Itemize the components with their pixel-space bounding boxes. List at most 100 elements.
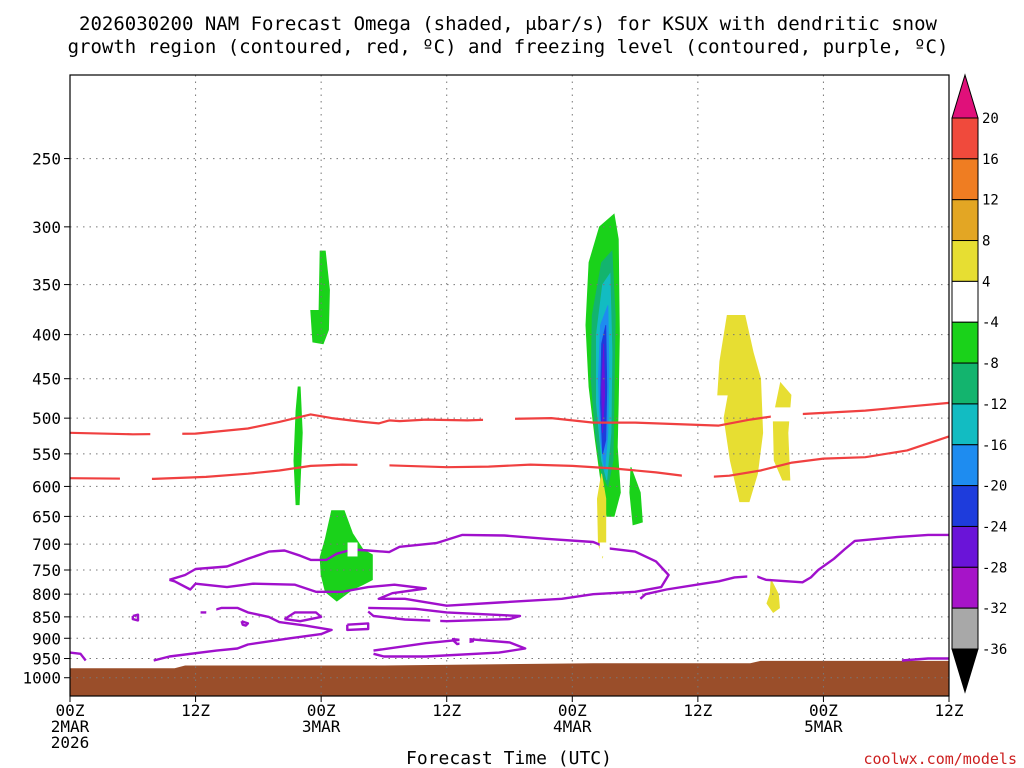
colorbar-band-13 xyxy=(951,607,979,650)
freezing-label-bg-3 xyxy=(190,606,201,621)
omega-shading-layer xyxy=(293,213,792,613)
freezing-contour-3 xyxy=(283,611,323,623)
y-tick-label-300: 300 xyxy=(32,218,61,237)
colorbar-band-4 xyxy=(951,240,979,282)
y-tick-label-900: 900 xyxy=(32,629,61,648)
colorbar-band-12 xyxy=(951,566,979,609)
omega-region-yellow-5mar-right xyxy=(772,381,792,481)
freezing-contour-11 xyxy=(901,657,949,662)
colorbar-bottom-arrow xyxy=(951,648,979,694)
colorbar-label-10: -24 xyxy=(982,519,1007,535)
colorbar-label-12: -32 xyxy=(982,601,1007,617)
x-tick-label-0-2: 2026 xyxy=(51,733,90,752)
omega-region-green-4mar-small xyxy=(629,467,643,526)
colorbar-label-6: -8 xyxy=(982,356,999,372)
y-tick-label-950: 950 xyxy=(32,650,61,669)
dgz-label-bg-1-2 xyxy=(681,471,714,486)
credit-link[interactable]: coolwx.com/models xyxy=(863,750,1017,768)
freezing-label-bg-0 xyxy=(347,542,358,557)
colorbar-band-3 xyxy=(951,199,979,242)
omega-region-yellow-5mar-small xyxy=(766,578,780,613)
freezing-contour-6 xyxy=(240,620,250,627)
omega-region-yellow-4mar-small xyxy=(596,473,607,559)
plot-background xyxy=(70,75,949,696)
y-tick-label-350: 350 xyxy=(32,276,61,295)
x-tick-label-6-0: 00Z xyxy=(809,701,838,720)
x-tick-label-7-0: 12Z xyxy=(935,701,964,720)
colorbar-label-1: 16 xyxy=(982,152,999,168)
omega-region-violet-4mar xyxy=(601,343,606,433)
y-tick-label-550: 550 xyxy=(32,445,61,464)
y-axis: 250 300 350 400 450 500 550 600 650 700 750 800 850 9… xyxy=(22,150,70,688)
dgz-label-bg-1-0 xyxy=(119,471,152,486)
colorbar-band-9 xyxy=(951,444,979,487)
freezing-contour-1 xyxy=(153,606,333,662)
chart-title-line-2: growth region (contoured, red, ºC) and f… xyxy=(68,36,949,58)
y-tick-label-1000: 1000 xyxy=(22,669,61,688)
freezing-label-bg-2 xyxy=(747,572,758,587)
y-tick-label-850: 850 xyxy=(32,608,61,627)
terrain-fill xyxy=(70,660,949,696)
freezing-contour-8 xyxy=(367,606,522,623)
y-tick-label-800: 800 xyxy=(32,585,61,604)
colorbar-band-6 xyxy=(951,321,979,364)
dgz-label-bg-1-1 xyxy=(357,458,390,473)
freezing-contour-7 xyxy=(346,622,370,632)
colorbar-label-0: 20 xyxy=(982,111,999,127)
y-tick-label-400: 400 xyxy=(32,326,61,345)
chart-title-line-1: 2026030200 NAM Forecast Omega (shaded, μ… xyxy=(79,13,937,35)
omega-region-green-3mar-upper xyxy=(310,250,330,345)
colorbar-label-13: -36 xyxy=(982,642,1007,658)
x-tick-label-5-0: 12Z xyxy=(683,701,712,720)
colorbar-label-2: 12 xyxy=(982,193,999,209)
x-tick-label-0-1: 2MAR xyxy=(51,717,90,736)
dgz-label-bg-0-1 xyxy=(483,412,516,427)
freezing-label-bg-6 xyxy=(459,631,470,646)
plot-frame xyxy=(69,74,950,697)
colorbar: 20 16 12 8 4 -4 -8 -12 -16 -20 -24 -28 -32 -36 xyxy=(951,73,1007,694)
colorbar-label-5: -4 xyxy=(982,315,999,331)
x-tick-label-4-0: 00Z xyxy=(558,701,587,720)
dgz-contour--12 xyxy=(69,435,950,480)
y-tick-label-600: 600 xyxy=(32,477,61,496)
y-tick-label-450: 450 xyxy=(32,370,61,389)
y-tick-label-650: 650 xyxy=(32,507,61,526)
freezing-contour-0 xyxy=(169,533,670,607)
contour-label-layer xyxy=(119,407,803,646)
colorbar-top-arrow xyxy=(951,73,979,119)
colorbar-band-5 xyxy=(951,280,979,323)
colorbar-band-11 xyxy=(951,525,979,568)
colorbar-label-3: 8 xyxy=(982,234,990,250)
dgz-label-bg-0-0 xyxy=(150,427,183,442)
freezing-label-bg-5 xyxy=(430,612,441,627)
y-tick-label-250: 250 xyxy=(32,150,61,169)
freezing-contour-2 xyxy=(639,533,949,600)
dgz-label-bg-0-2 xyxy=(770,407,803,422)
y-tick-label-500: 500 xyxy=(32,409,61,428)
freezing-contour-9 xyxy=(373,637,527,658)
x-tick-label-4-1: 4MAR xyxy=(553,717,592,736)
omega-region-yellow-4mar-tall xyxy=(717,314,764,503)
colorbar-band-8 xyxy=(951,403,979,446)
colorbar-band-7 xyxy=(951,362,979,405)
colorbar-band-2 xyxy=(951,158,979,201)
y-tick-label-750: 750 xyxy=(32,561,61,580)
terrain-layer xyxy=(70,660,949,696)
x-tick-label-6-1: 5MAR xyxy=(804,717,843,736)
colorbar-label-7: -12 xyxy=(982,397,1007,413)
freezing-contour-5 xyxy=(131,613,140,622)
colorbar-label-4: 4 xyxy=(982,274,990,290)
y-tick-label-700: 700 xyxy=(32,535,61,554)
colorbar-band-1 xyxy=(951,117,979,160)
x-tick-label-2-1: 3MAR xyxy=(302,717,341,736)
freezing-contour-4 xyxy=(69,651,87,662)
freezing-label-bg-1 xyxy=(599,542,610,557)
x-tick-label-1-0: 12Z xyxy=(181,701,210,720)
colorbar-band-10 xyxy=(951,485,979,527)
colorbar-label-8: -16 xyxy=(982,438,1007,454)
x-tick-label-0-0: 00Z xyxy=(56,701,85,720)
colorbar-label-11: -28 xyxy=(982,560,1007,576)
x-tick-label-3-0: 12Z xyxy=(432,701,461,720)
